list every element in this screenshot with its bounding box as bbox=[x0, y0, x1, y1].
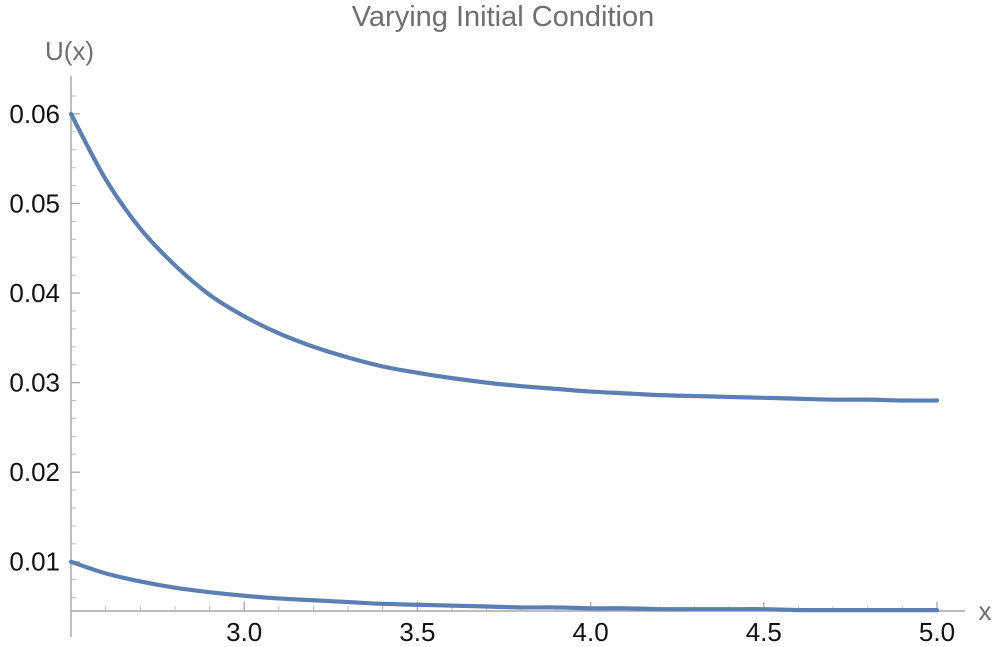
y-axis-label: U(x) bbox=[45, 36, 94, 66]
x-tick-label: 4.5 bbox=[746, 617, 782, 647]
y-tick-label: 0.06 bbox=[9, 99, 60, 129]
y-tick-label: 0.01 bbox=[9, 547, 60, 577]
series-lines bbox=[68, 111, 940, 613]
y-tick-label: 0.02 bbox=[9, 457, 60, 487]
tick-labels: 3.0 3.5 4.0 4.5 5.0 0.01 0.02 0.03 0.04 0.05 0.06 bbox=[9, 99, 955, 647]
y-tick-label: 0.05 bbox=[9, 188, 60, 218]
series-line-1 bbox=[68, 111, 940, 403]
x-axis-label: x bbox=[979, 596, 992, 626]
y-tick-label: 0.03 bbox=[9, 368, 60, 398]
series-line-2 bbox=[68, 559, 940, 613]
y-tick-label: 0.04 bbox=[9, 278, 60, 308]
x-tick-label: 5.0 bbox=[919, 617, 955, 647]
chart-title: Varying Initial Condition bbox=[352, 1, 655, 33]
axes bbox=[70, 76, 965, 637]
x-tick-label: 3.5 bbox=[399, 617, 435, 647]
ticks bbox=[71, 95, 938, 611]
x-tick-label: 3.0 bbox=[226, 617, 262, 647]
x-tick-label: 4.0 bbox=[573, 617, 609, 647]
